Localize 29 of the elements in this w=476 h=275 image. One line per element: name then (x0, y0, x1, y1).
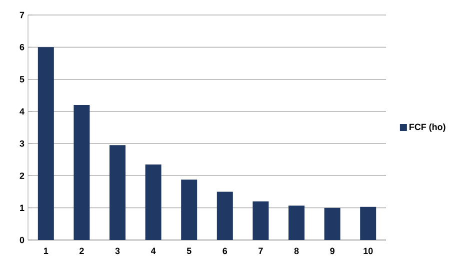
x-tick-label: 3 (115, 248, 120, 254)
bar (110, 145, 126, 240)
y-tick-label: 4 (20, 108, 24, 115)
y-tick-label: 7 (20, 12, 24, 18)
x-tick-label: 1 (44, 248, 48, 254)
bar (74, 105, 90, 240)
x-tick-label: 10 (364, 248, 373, 254)
y-tick-label: 0 (20, 236, 24, 244)
y-tick-label: 2 (20, 172, 24, 179)
y-tick-label: 1 (20, 204, 24, 211)
x-tick-label: 6 (222, 248, 228, 254)
x-tick-label: 4 (150, 248, 156, 254)
y-tick-label: 3 (20, 140, 24, 147)
bar (324, 208, 340, 240)
bar (181, 180, 198, 240)
bar (38, 47, 54, 240)
bar (360, 206, 376, 240)
x-tick-label: 9 (330, 248, 334, 254)
x-tick-label: 5 (186, 248, 192, 254)
y-tick-label: 6 (20, 44, 24, 50)
y-tick-label: 5 (20, 76, 24, 82)
bar (145, 164, 162, 240)
bar (288, 206, 305, 240)
x-tick-label: 7 (258, 248, 263, 254)
x-tick-label: 8 (294, 248, 299, 254)
bar (252, 201, 269, 240)
bar (216, 192, 233, 240)
legend-label: FCF (ho) (410, 124, 446, 132)
x-tick-label: 2 (80, 248, 84, 254)
